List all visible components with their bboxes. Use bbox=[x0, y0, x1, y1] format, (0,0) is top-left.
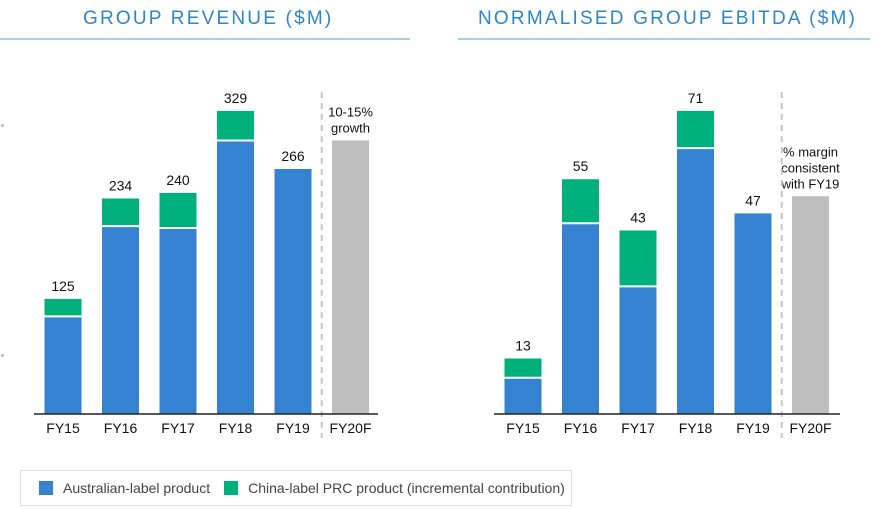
bar-total-label: 55 bbox=[573, 158, 589, 174]
x-tick-label: FY20F bbox=[789, 420, 831, 436]
bar-australian bbox=[562, 223, 599, 414]
bar-total-label: 13 bbox=[515, 338, 531, 354]
bar-forecast bbox=[792, 196, 829, 414]
legend-swatch-australian bbox=[39, 481, 53, 495]
legend-item-australian: Australian-label product bbox=[39, 480, 210, 496]
bar-australian bbox=[102, 226, 139, 414]
revenue-title-rule bbox=[0, 38, 410, 40]
revenue-chart: 125 FY15 234 FY16 240 FY17 329 FY18 266 FY19 10-15… bbox=[34, 90, 378, 438]
bar-china bbox=[504, 358, 542, 378]
forecast-annotation: % margin bbox=[783, 144, 838, 159]
edge-marker bbox=[1, 354, 4, 357]
bar-australian bbox=[619, 286, 657, 414]
x-tick-label: FY19 bbox=[276, 420, 310, 436]
bar-total-label: 47 bbox=[745, 192, 761, 208]
bar-australian bbox=[677, 148, 714, 414]
legend-label-australian: Australian-label product bbox=[63, 480, 211, 496]
bar-forecast bbox=[332, 140, 369, 414]
x-tick-label: FY16 bbox=[564, 420, 598, 436]
bar-china bbox=[562, 179, 599, 224]
legend-item-china: China-label PRC product (incremental con… bbox=[224, 480, 565, 496]
ebitda-chart: 13 FY15 55 FY16 43 FY17 71 FY18 47 FY19 % marginco… bbox=[494, 90, 840, 438]
x-tick-label: FY17 bbox=[161, 420, 195, 436]
x-tick-label: FY15 bbox=[46, 420, 80, 436]
bar-total-label: 266 bbox=[281, 148, 305, 164]
bar-china bbox=[677, 110, 714, 149]
bar-total-label: 240 bbox=[166, 172, 190, 188]
bar-australian bbox=[504, 377, 542, 414]
legend-swatch-china bbox=[224, 481, 239, 495]
revenue-chart-title: GROUP REVENUE ($M) bbox=[83, 8, 334, 29]
bar-china bbox=[44, 298, 82, 317]
ebitda-title-rule bbox=[458, 38, 870, 40]
bar-total-label: 43 bbox=[630, 209, 646, 225]
bar-australian bbox=[44, 316, 82, 414]
bar-total-label: 71 bbox=[688, 90, 704, 106]
x-tick-label: FY18 bbox=[219, 420, 253, 436]
bar-total-label: 125 bbox=[51, 278, 75, 294]
bar-australian bbox=[734, 213, 772, 414]
forecast-annotation: growth bbox=[331, 120, 370, 135]
bar-total-label: 329 bbox=[224, 90, 248, 106]
bar-australian bbox=[159, 227, 197, 414]
legend: Australian-label product China-label PRC… bbox=[20, 470, 572, 506]
forecast-annotation: 10-15% bbox=[328, 104, 373, 119]
edge-marker bbox=[1, 124, 4, 127]
x-tick-label: FY15 bbox=[506, 420, 540, 436]
x-tick-label: FY18 bbox=[679, 420, 713, 436]
forecast-annotation: with FY19 bbox=[781, 176, 840, 191]
bar-china bbox=[159, 192, 197, 228]
x-tick-label: FY19 bbox=[736, 420, 770, 436]
bar-australian bbox=[217, 140, 254, 414]
forecast-annotation: consistent bbox=[781, 160, 840, 175]
x-tick-label: FY17 bbox=[621, 420, 655, 436]
legend-label-china: China-label PRC product (incremental con… bbox=[248, 480, 565, 496]
bar-china bbox=[619, 230, 657, 287]
ebitda-chart-title: NORMALISED GROUP EBITDA ($M) bbox=[478, 8, 858, 29]
x-tick-label: FY20F bbox=[329, 420, 371, 436]
bar-australian bbox=[274, 169, 312, 414]
bar-china bbox=[217, 110, 254, 141]
x-tick-label: FY16 bbox=[104, 420, 138, 436]
bar-china bbox=[102, 198, 139, 227]
bar-total-label: 234 bbox=[109, 177, 133, 193]
